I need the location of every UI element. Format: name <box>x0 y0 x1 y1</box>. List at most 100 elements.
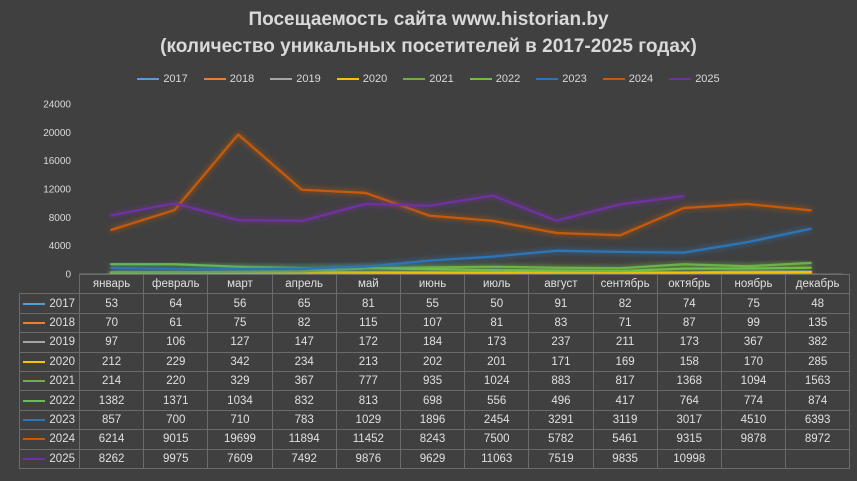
data-point-2022 <box>683 267 685 270</box>
chart-subtitle: (количество уникальных посетителей в 201… <box>160 36 697 57</box>
table-cell: 813 <box>335 390 401 411</box>
table-cell: 3017 <box>656 409 722 431</box>
table-cell: 7492 <box>271 448 337 469</box>
table-cell: 817 <box>592 370 658 392</box>
row-swatch <box>23 321 46 324</box>
series-line-2021 <box>110 261 812 274</box>
table-cell: 6393 <box>785 409 851 431</box>
y-tick-label: 24000 <box>43 100 71 111</box>
table-cell: 3119 <box>592 409 658 431</box>
row-label: 2017 <box>19 293 80 314</box>
legend-label: 2021 <box>429 73 454 85</box>
data-point-2022 <box>810 267 812 269</box>
table-cell: 202 <box>399 351 466 372</box>
data-point-2023 <box>492 255 494 258</box>
data-point-2023 <box>683 251 685 254</box>
series-line-2025 <box>110 194 684 223</box>
row-swatch <box>23 380 46 383</box>
legend-item-2017: 2017 <box>137 73 188 85</box>
data-point-2022 <box>619 270 621 272</box>
data-table: январь февраль март апрель май июнь июль август… <box>19 273 851 469</box>
table-cell: 55 <box>399 293 466 314</box>
data-point-2024 <box>810 209 812 212</box>
data-point-2025 <box>428 204 430 207</box>
table-cell: 64 <box>143 293 209 314</box>
data-point-2023 <box>428 259 430 262</box>
legend-item-2025: 2025 <box>669 73 720 85</box>
x-tick-label: март <box>207 273 273 295</box>
row-swatch <box>23 399 46 402</box>
data-point-2025 <box>237 219 239 221</box>
table-cell: 229 <box>143 351 209 372</box>
row-label: 2022 <box>19 390 80 411</box>
x-tick-label: август <box>528 273 594 295</box>
data-point-2023 <box>746 241 749 243</box>
table-cell: 9878 <box>720 429 787 450</box>
row-label-text: 2022 <box>49 394 75 407</box>
table-cell: 935 <box>399 370 466 392</box>
table-cell: 237 <box>528 332 594 353</box>
row-label: 2018 <box>19 312 80 334</box>
legend-label: 2025 <box>695 73 720 85</box>
data-point-2024 <box>237 133 239 136</box>
table-cell: 777 <box>335 370 401 392</box>
data-point-2023 <box>555 249 558 252</box>
table-cell: 7519 <box>528 448 594 469</box>
table-cell: 874 <box>785 390 851 411</box>
table-cell: 1094 <box>720 370 787 392</box>
table-cell: 82 <box>271 312 337 334</box>
data-point-2021 <box>492 265 494 268</box>
data-point-2022 <box>555 269 558 272</box>
legend-swatch <box>270 78 293 80</box>
legend-label: 2020 <box>362 73 388 85</box>
table-cell: 857 <box>78 409 145 431</box>
table-cell: 48 <box>785 293 851 314</box>
table-cell: 99 <box>720 312 787 334</box>
data-point-2021 <box>301 270 303 273</box>
legend-label: 2019 <box>296 73 321 85</box>
table-row: 2022 1382 1371 1034 832 813 698 556 496 417 764 774… <box>19 390 851 411</box>
data-point-2021 <box>110 271 112 274</box>
table-cell: 832 <box>271 390 337 411</box>
row-swatch <box>23 360 46 363</box>
series-line-2024 <box>110 133 812 237</box>
legend-item-2024: 2024 <box>602 73 654 85</box>
table-cell: 169 <box>592 351 658 372</box>
x-tick-label: январь <box>78 273 145 295</box>
data-point-2022 <box>428 268 430 270</box>
table-cell: 74 <box>656 293 722 314</box>
data-point-2022 <box>110 263 112 266</box>
table-cell: 698 <box>399 390 466 411</box>
data-point-2024 <box>683 207 685 209</box>
data-point-2022 <box>364 267 367 270</box>
data-point-2025 <box>110 214 112 217</box>
table-cell: 173 <box>464 332 530 353</box>
data-point-2024 <box>555 232 558 234</box>
y-tick-label: 8000 <box>49 213 72 224</box>
data-point-2024 <box>173 209 176 211</box>
table-cell: 172 <box>335 332 401 353</box>
data-point-2021 <box>683 263 685 266</box>
legend-swatch <box>336 78 359 80</box>
table-cell: 783 <box>271 409 337 431</box>
legend-label: 2024 <box>628 73 654 85</box>
table-cell: 220 <box>143 370 209 392</box>
legend-item-2019: 2019 <box>270 73 321 85</box>
table-cell: 1024 <box>464 370 530 392</box>
x-tick-label: декабрь <box>785 273 851 295</box>
table-cell: 1371 <box>143 390 209 411</box>
table-row: 2021 214 220 329 367 777 935 1024 883 817 1368 1094… <box>19 370 851 392</box>
x-tick-label: ноябрь <box>720 273 787 295</box>
legend-item-2020: 2020 <box>336 73 388 85</box>
data-point-2022 <box>746 267 749 270</box>
table-cell: 87 <box>656 312 722 334</box>
table-cell: 214 <box>78 370 145 392</box>
table-cell: 97 <box>78 332 145 353</box>
table-cell: 9315 <box>656 429 722 450</box>
row-swatch <box>23 302 46 305</box>
data-point-2025 <box>173 202 176 205</box>
table-cell: 213 <box>335 351 401 372</box>
data-point-2023 <box>237 268 239 270</box>
data-point-2024 <box>492 220 494 222</box>
table-row: 2018 70 61 75 82 115 107 81 83 71 87 99 135 <box>19 312 851 334</box>
